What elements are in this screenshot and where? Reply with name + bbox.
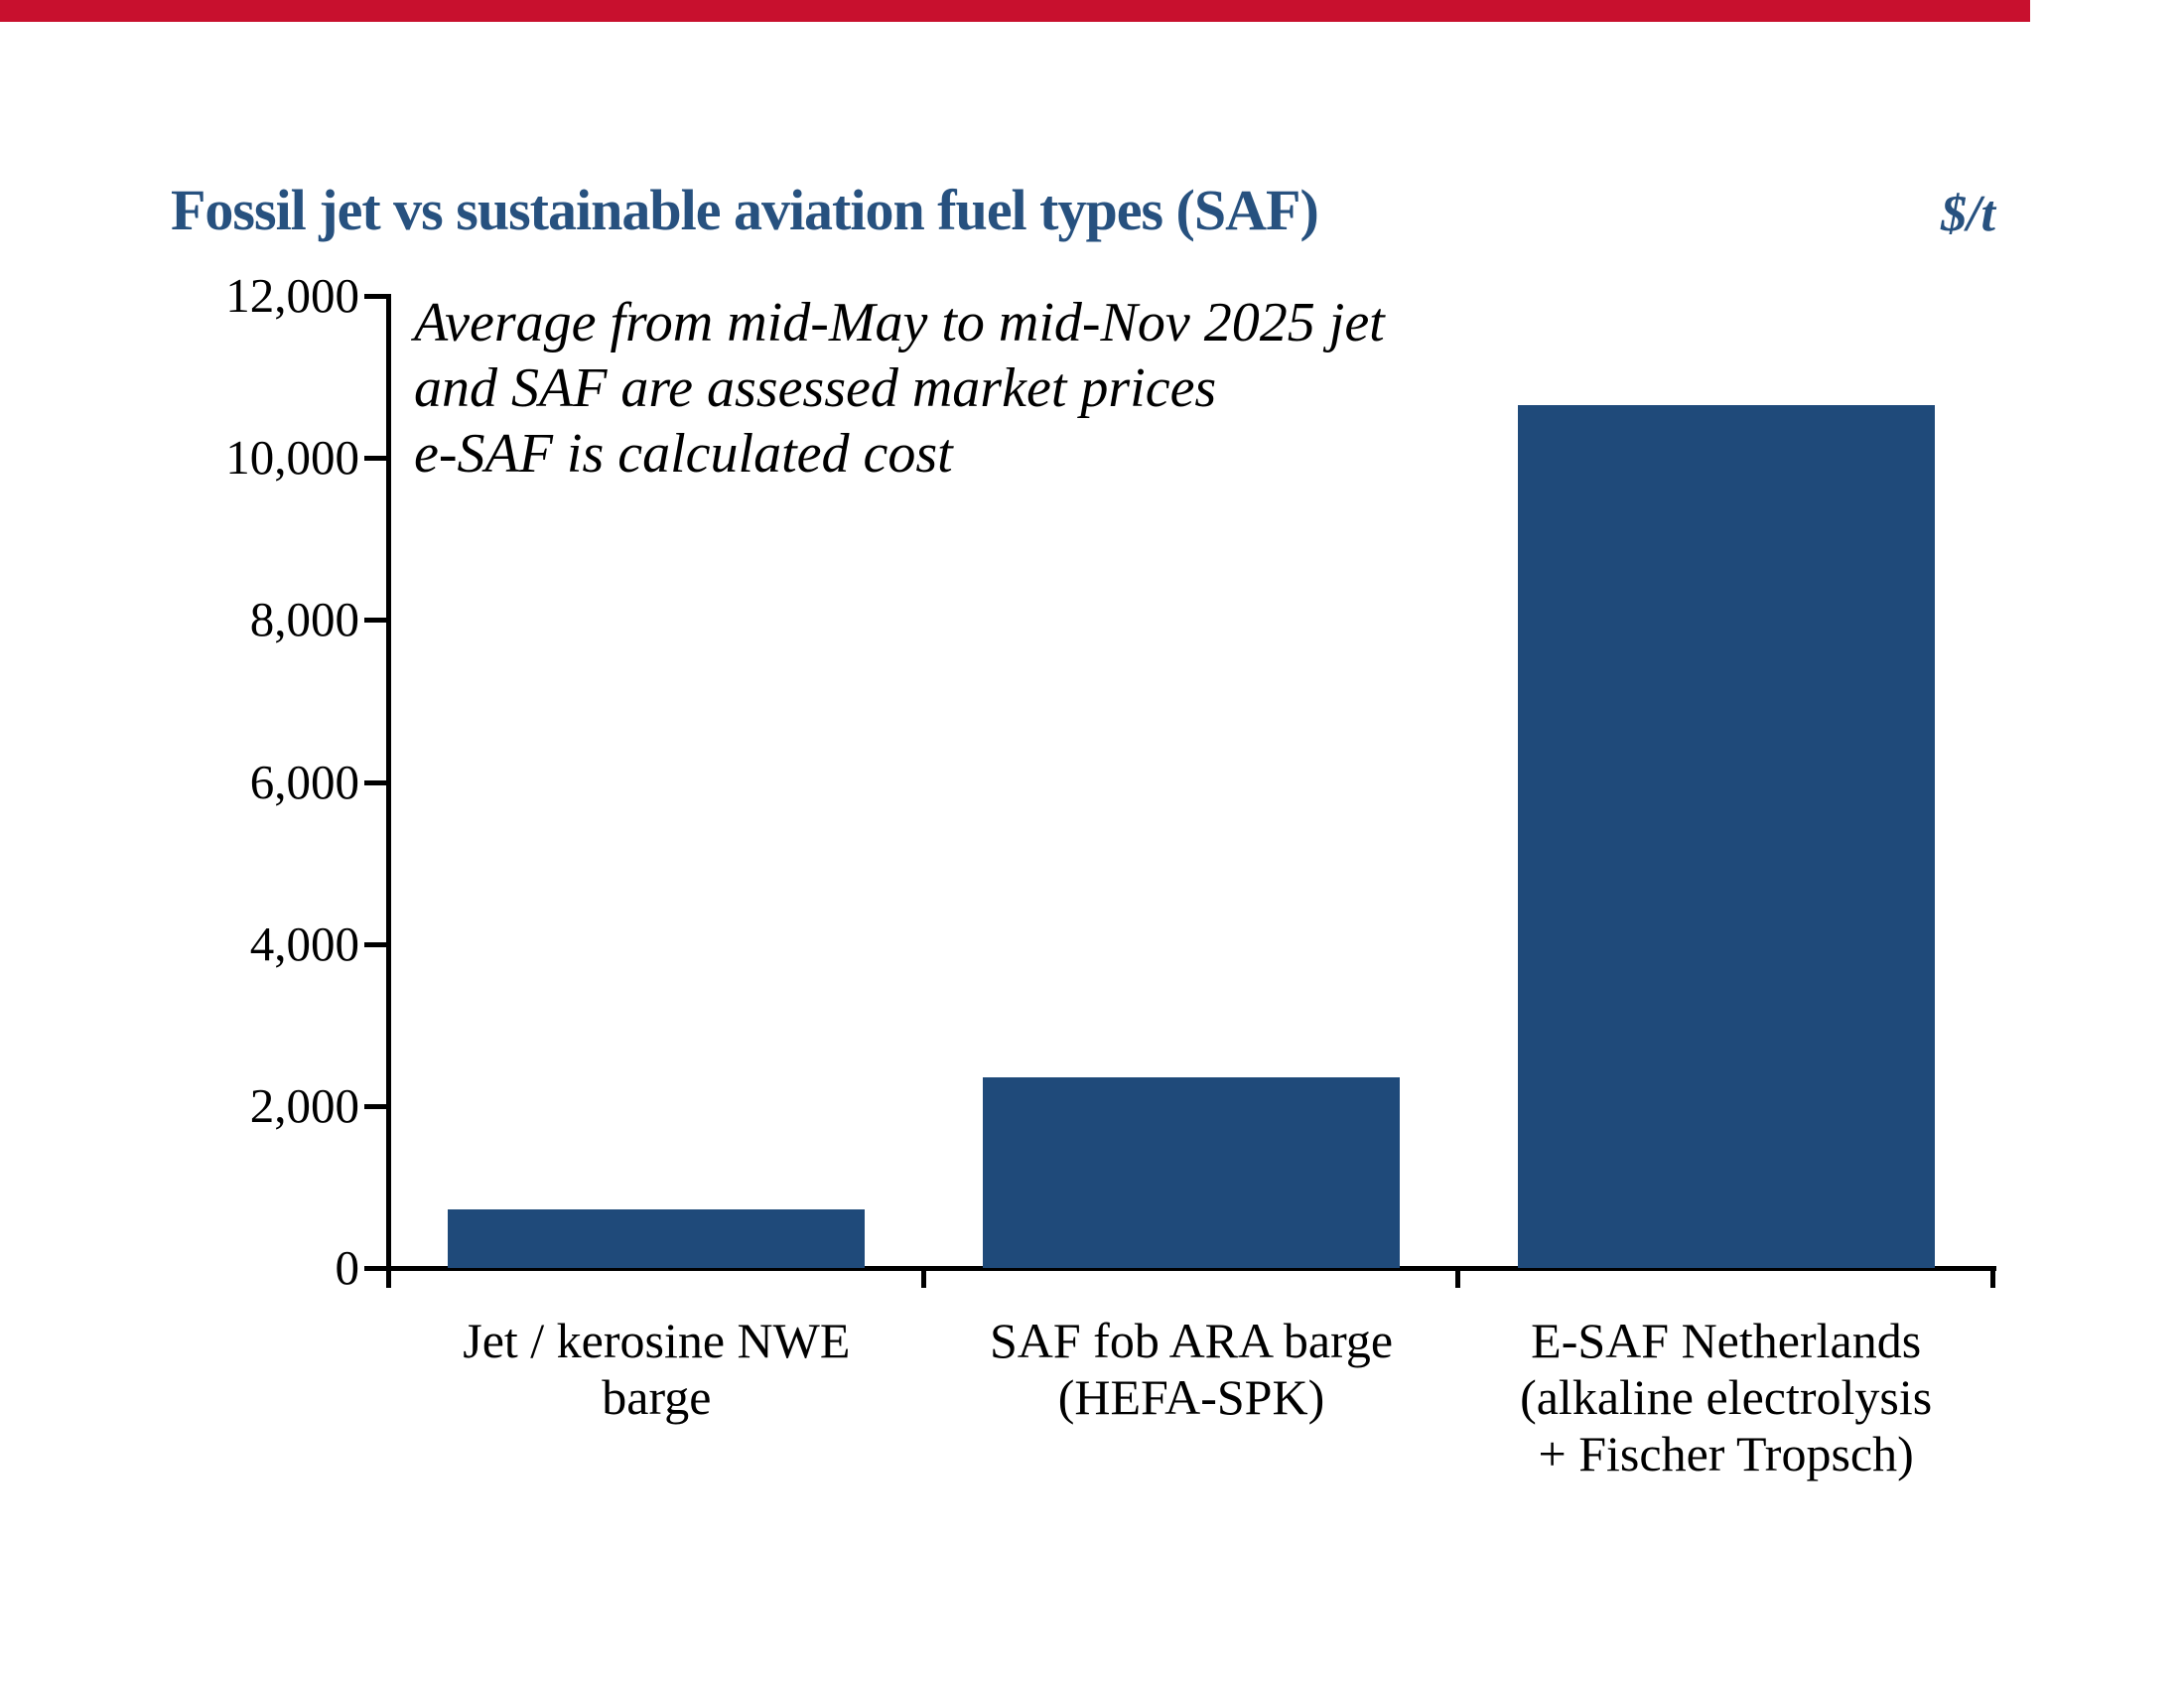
y-axis-tick bbox=[364, 941, 386, 947]
y-axis-tick bbox=[364, 1103, 386, 1109]
x-axis-tick bbox=[1455, 1266, 1461, 1288]
y-axis-tick bbox=[364, 294, 386, 299]
y-axis-tick bbox=[364, 779, 386, 785]
x-axis-category-label-line: barge bbox=[602, 1369, 712, 1425]
annotation-line-3: e-SAF is calculated cost bbox=[414, 423, 953, 485]
x-axis-line bbox=[386, 1266, 1996, 1271]
annotation-line-1: Average from mid-May to mid-Nov 2025 jet bbox=[414, 292, 1385, 353]
chart-annotation: Average from mid-May to mid-Nov 2025 jet… bbox=[414, 290, 1655, 487]
x-axis-tick bbox=[1990, 1266, 1995, 1288]
brand-accent-bar bbox=[0, 0, 2030, 22]
y-axis-tick-label: 4,000 bbox=[249, 915, 359, 971]
y-axis-tick-label: 2,000 bbox=[249, 1077, 359, 1133]
x-axis-category-label-line: SAF fob ARA barge bbox=[989, 1313, 1394, 1368]
bar bbox=[448, 1209, 866, 1268]
x-axis-tick bbox=[920, 1266, 926, 1288]
y-axis-tick bbox=[364, 456, 386, 462]
x-axis-category-label: SAF fob ARA barge (HEFA-SPK) bbox=[924, 1313, 1459, 1426]
x-axis-category-label-line: + Fischer Tropsch) bbox=[1538, 1426, 1914, 1481]
bar bbox=[1517, 405, 1935, 1268]
x-axis-category-label: E-SAF Netherlands (alkaline electrolysis +… bbox=[1458, 1313, 1993, 1482]
y-axis-tick-label: 10,000 bbox=[225, 430, 359, 486]
bar bbox=[983, 1077, 1400, 1268]
x-axis-category-label-line: Jet / kerosine NWE bbox=[463, 1313, 851, 1368]
y-axis-tick-label: 12,000 bbox=[225, 268, 359, 323]
y-axis-tick bbox=[364, 1266, 386, 1271]
x-axis-category-label-line: (HEFA-SPK) bbox=[1057, 1369, 1325, 1425]
x-axis-category-label: Jet / kerosine NWE barge bbox=[389, 1313, 924, 1426]
x-axis-category-label-line: E-SAF Netherlands bbox=[1531, 1313, 1922, 1368]
y-axis-tick bbox=[364, 618, 386, 624]
y-axis-line bbox=[386, 294, 391, 1286]
y-axis-tick-label: 0 bbox=[335, 1240, 360, 1295]
x-axis-category-label-line: (alkaline electrolysis bbox=[1520, 1369, 1933, 1425]
annotation-line-2: and SAF are assessed market prices bbox=[414, 357, 1217, 419]
y-axis-tick-label: 6,000 bbox=[249, 754, 359, 809]
x-axis-tick bbox=[386, 1266, 391, 1288]
chart-title: Fossil jet vs sustainable aviation fuel … bbox=[171, 178, 1319, 242]
y-axis-tick-label: 8,000 bbox=[249, 592, 359, 647]
chart-unit-label: $/t bbox=[1941, 186, 1995, 242]
